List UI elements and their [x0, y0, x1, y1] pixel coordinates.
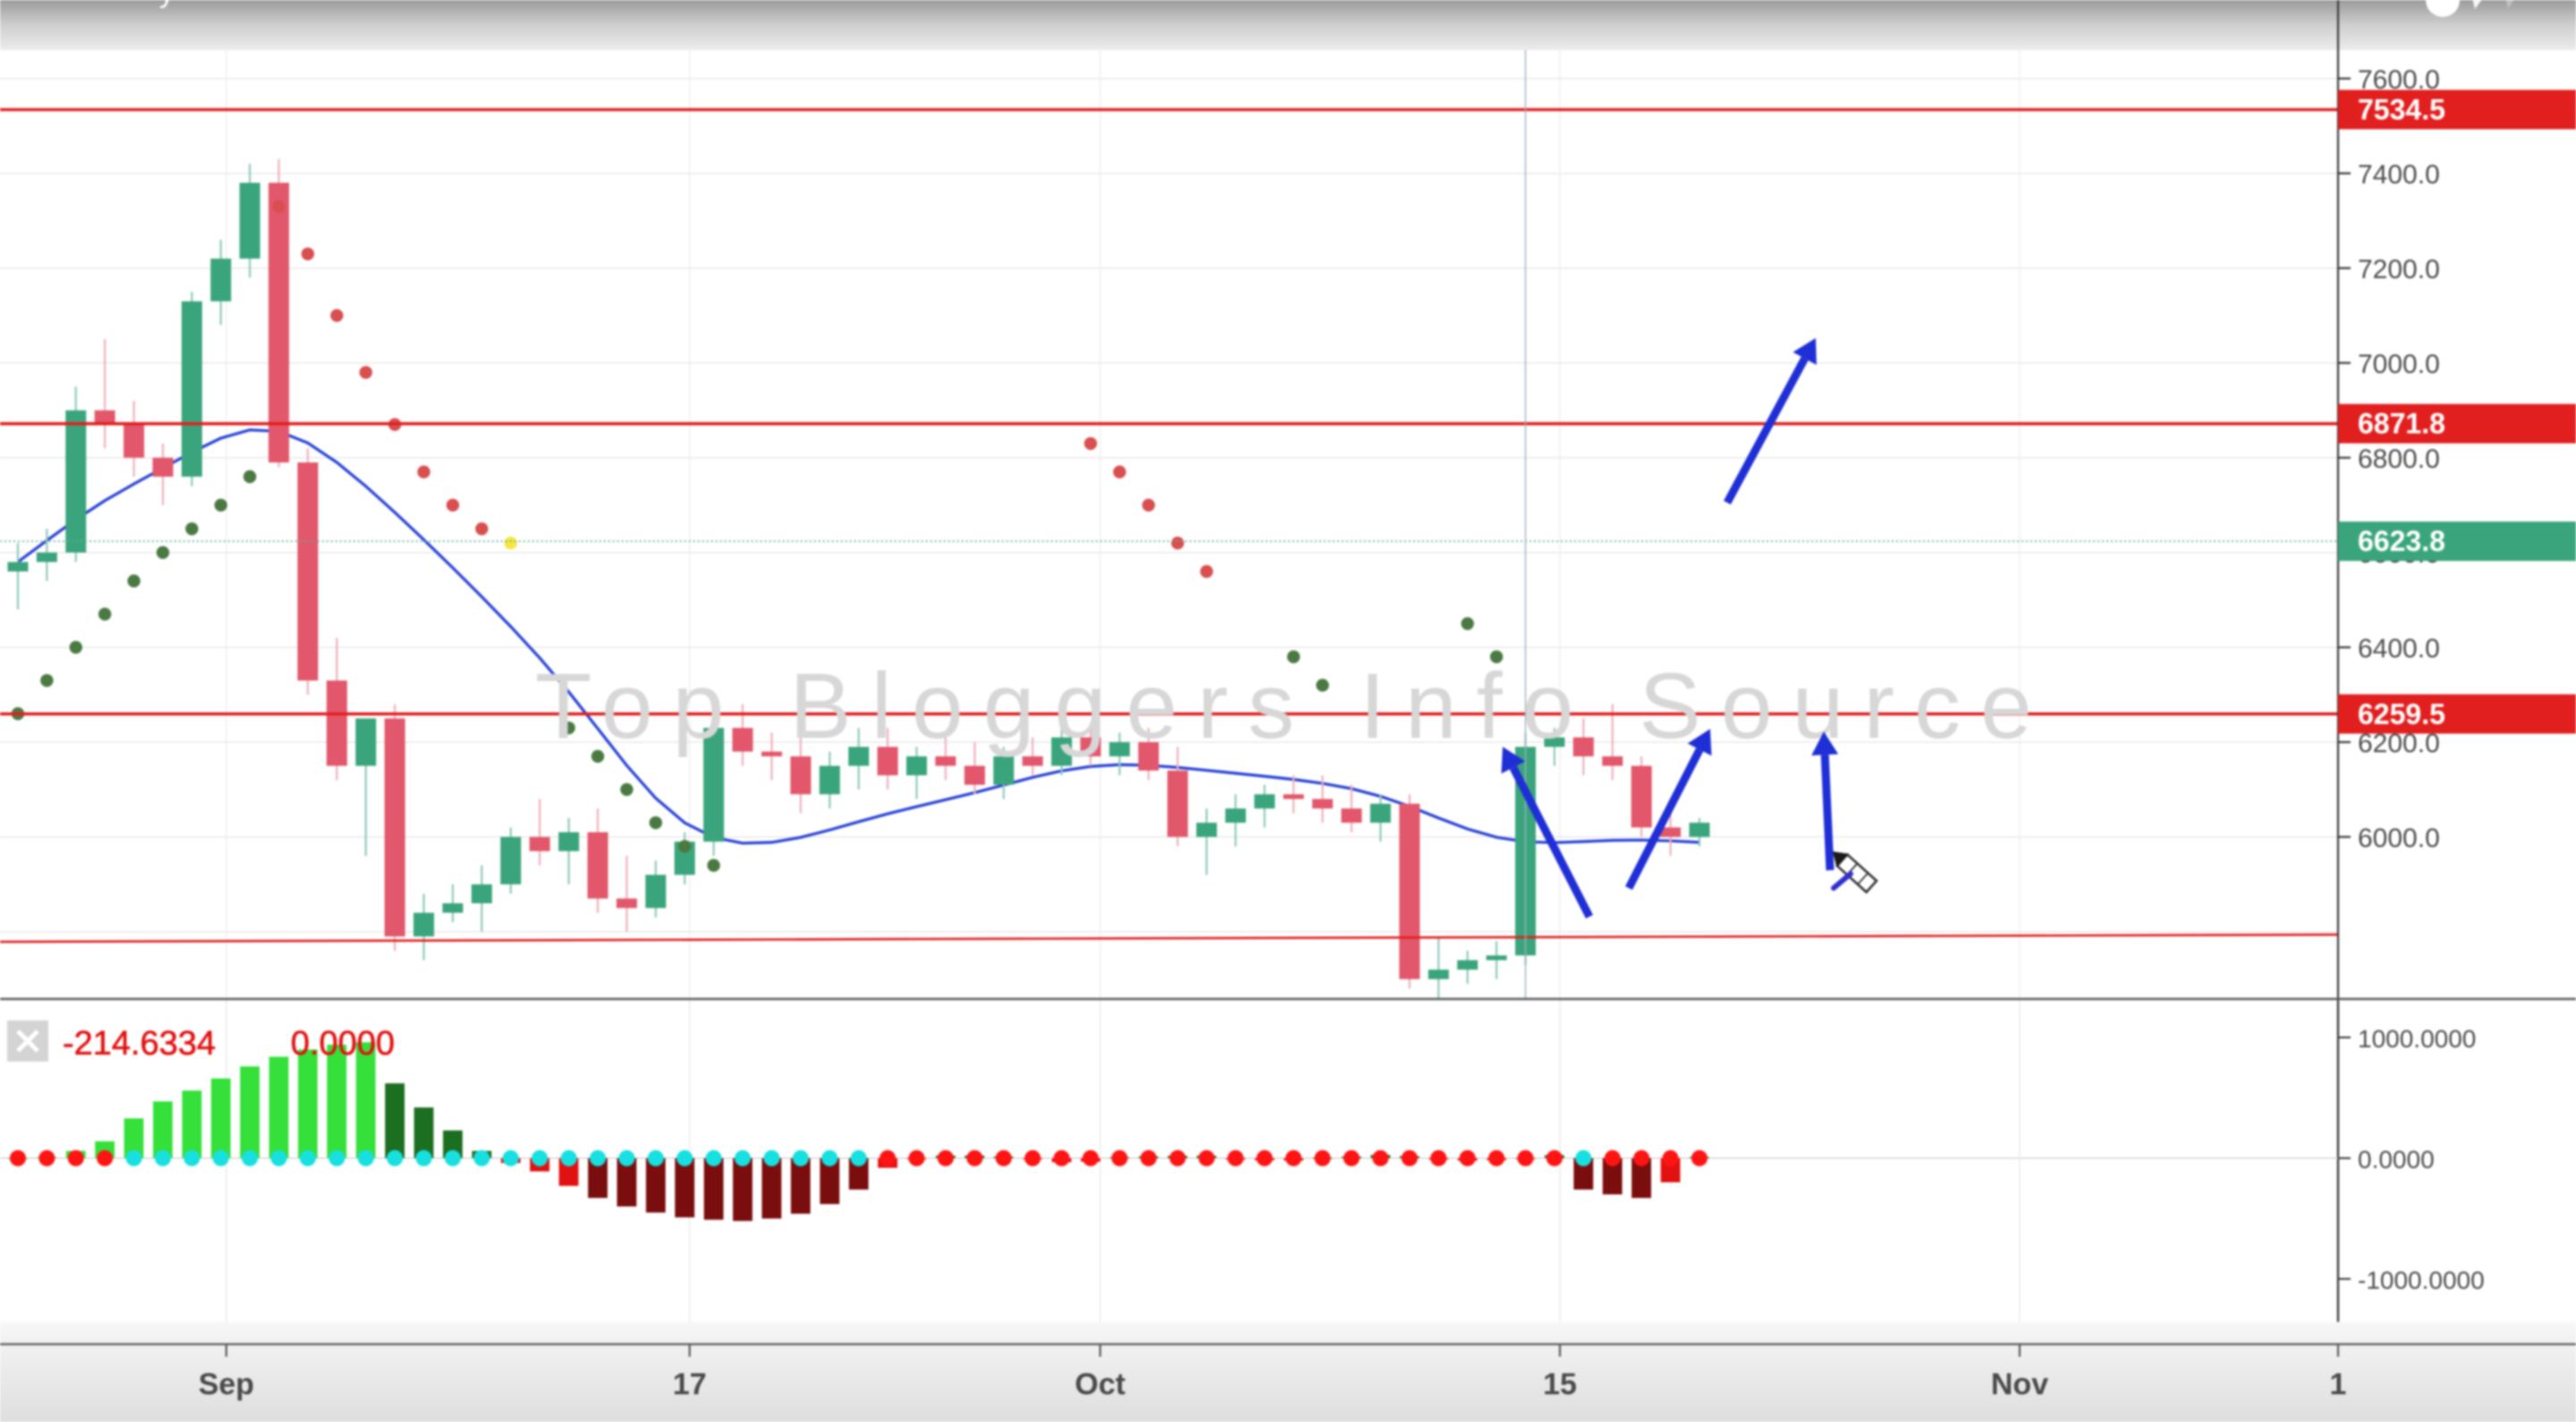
svg-text:6871.8: 6871.8 — [2358, 408, 2445, 440]
svg-text:6623.8: 6623.8 — [2358, 525, 2445, 557]
svg-text:15: 15 — [1543, 1367, 1577, 1401]
svg-text:-1000.0000: -1000.0000 — [2358, 1266, 2485, 1294]
svg-text:17: 17 — [673, 1367, 707, 1401]
svg-text:0.0000: 0.0000 — [2358, 1146, 2435, 1173]
svg-text:7000.0: 7000.0 — [2358, 350, 2440, 379]
svg-text:6000.0: 6000.0 — [2358, 824, 2440, 853]
svg-text:7400.0: 7400.0 — [2358, 160, 2440, 190]
svg-text:1: 1 — [2330, 1367, 2347, 1401]
svg-text:7534.5: 7534.5 — [2358, 94, 2445, 126]
svg-text:7200.0: 7200.0 — [2358, 255, 2440, 284]
svg-text:-214.6334: -214.6334 — [63, 1025, 216, 1062]
svg-text:Sep: Sep — [199, 1367, 254, 1401]
svg-text:6259.5: 6259.5 — [2358, 698, 2445, 730]
svg-text:Oct: Oct — [1075, 1367, 1126, 1401]
svg-text:6800.0: 6800.0 — [2358, 444, 2440, 474]
svg-text:Nov: Nov — [1991, 1367, 2048, 1401]
svg-text:6400.0: 6400.0 — [2358, 634, 2440, 664]
svg-text:0.0000: 0.0000 — [291, 1025, 394, 1062]
svg-text:y: y — [159, 0, 174, 9]
svg-text:1000.0000: 1000.0000 — [2358, 1025, 2476, 1053]
